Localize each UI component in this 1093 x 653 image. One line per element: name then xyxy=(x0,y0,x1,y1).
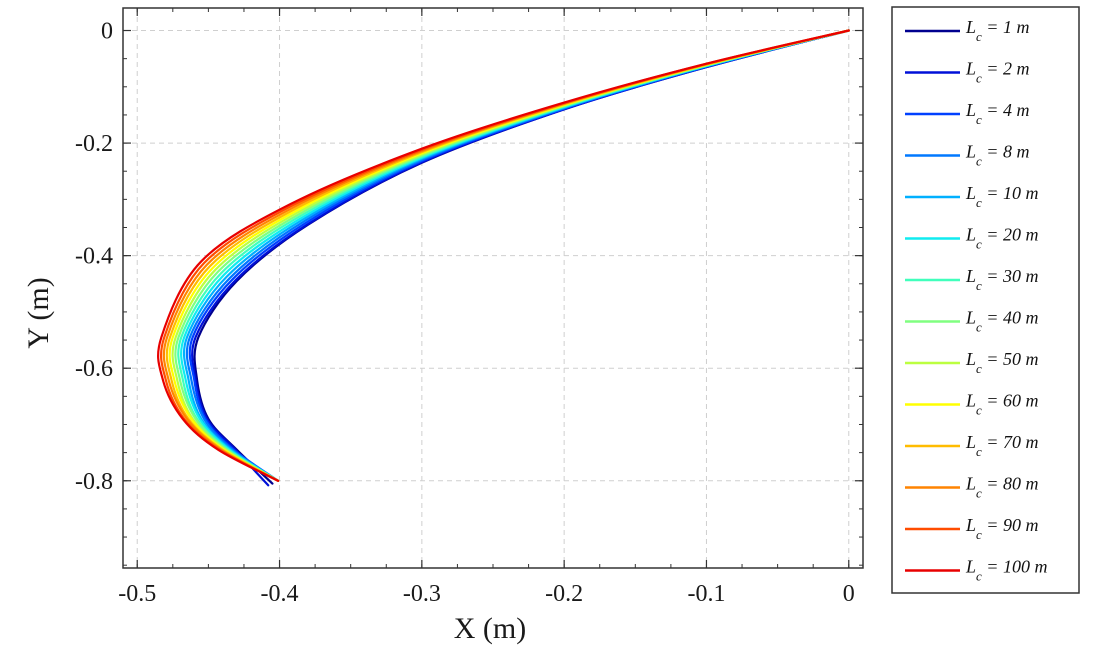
legend-entry: Lc = 2 m xyxy=(965,59,1029,86)
series-line-5 xyxy=(182,29,850,482)
legend-entry: Lc = 8 m xyxy=(965,142,1029,169)
legend-entry: Lc = 40 m xyxy=(965,308,1038,335)
series-line-2 xyxy=(191,29,850,487)
y-tick-label: -0.6 xyxy=(75,356,113,382)
plot-frame xyxy=(122,7,864,569)
series-curves xyxy=(157,29,850,487)
legend-entry: Lc = 1 m xyxy=(965,17,1029,44)
y-axis-label: Y (m) xyxy=(22,277,55,348)
legend-entry: Lc = 50 m xyxy=(965,349,1038,376)
legend-box xyxy=(891,6,1080,594)
x-tick-label: -0.2 xyxy=(545,581,583,607)
x-tick-label: -0.5 xyxy=(118,581,156,607)
legend-entry: Lc = 20 m xyxy=(965,225,1038,252)
y-tick-label: -0.8 xyxy=(75,469,113,495)
x-axis-label: X (m) xyxy=(454,612,526,645)
legend-entry: Lc = 60 m xyxy=(965,391,1038,418)
y-tick-label: 0 xyxy=(101,19,113,45)
legend-entry: Lc = 70 m xyxy=(965,432,1038,459)
x-tick-label: -0.4 xyxy=(261,581,299,607)
legend-entry: Lc = 30 m xyxy=(965,266,1038,293)
x-tick-label: 0 xyxy=(843,581,855,607)
x-tick-label: -0.3 xyxy=(403,581,441,607)
series-line-14 xyxy=(157,29,850,482)
y-tick-label: -0.4 xyxy=(75,244,113,270)
y-tick-label: -0.2 xyxy=(75,131,113,157)
grid-lines xyxy=(123,8,863,568)
x-tick-label: -0.1 xyxy=(687,581,725,607)
legend-entry: Lc = 90 m xyxy=(965,515,1038,542)
legend-entry: Lc = 80 m xyxy=(965,474,1038,501)
axis-ticks: -0.5 -0.4 -0.3 -0.2 -0.1 0 0 -0.2 -0.4 -0.6 -0.8 xyxy=(75,8,863,607)
legend-entry: Lc = 4 m xyxy=(965,100,1029,127)
series-line-1 xyxy=(193,29,850,485)
legend-entry: Lc = 10 m xyxy=(965,183,1038,210)
legend: Lc = 1 m Lc = 2 m Lc = 4 m Lc = 8 m Lc = 10 … xyxy=(891,6,1080,594)
legend-entry: Lc = 100 m xyxy=(965,557,1047,584)
